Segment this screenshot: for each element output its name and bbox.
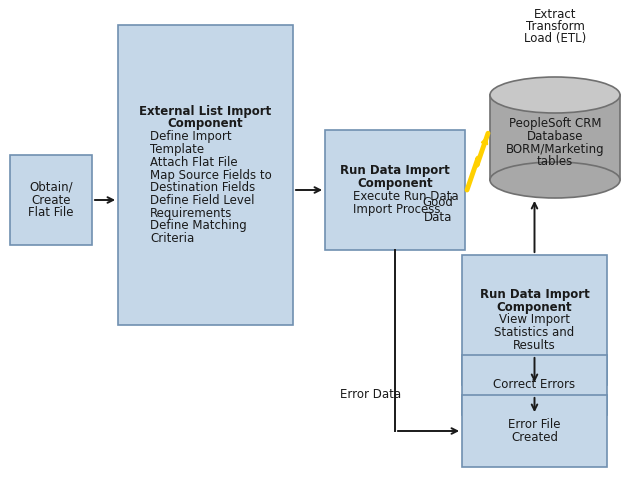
- Text: Define Field Level: Define Field Level: [150, 194, 255, 207]
- Text: Define Import: Define Import: [150, 130, 232, 143]
- Text: Map Source Fields to: Map Source Fields to: [150, 169, 272, 181]
- Text: Import Process: Import Process: [353, 203, 441, 216]
- Text: Criteria: Criteria: [150, 232, 194, 245]
- Text: Destination Fields: Destination Fields: [150, 181, 255, 194]
- Text: Load (ETL): Load (ETL): [524, 32, 586, 45]
- Text: Statistics and: Statistics and: [495, 326, 575, 339]
- Text: Attach Flat File: Attach Flat File: [150, 156, 238, 169]
- FancyBboxPatch shape: [462, 255, 607, 385]
- Text: Correct Errors: Correct Errors: [493, 378, 575, 392]
- Text: Component: Component: [496, 301, 572, 314]
- Text: Created: Created: [511, 431, 558, 444]
- Text: Template: Template: [150, 143, 204, 156]
- FancyBboxPatch shape: [462, 395, 607, 467]
- Text: Run Data Import: Run Data Import: [480, 288, 589, 301]
- Text: Good
Data: Good Data: [423, 196, 453, 224]
- Text: Error File: Error File: [508, 418, 561, 431]
- Text: Define Matching: Define Matching: [150, 220, 247, 232]
- Text: Results: Results: [513, 339, 556, 352]
- Text: Database: Database: [526, 130, 583, 143]
- FancyBboxPatch shape: [10, 155, 92, 245]
- Text: Extract: Extract: [534, 8, 577, 21]
- Text: Error Data: Error Data: [340, 389, 401, 401]
- Text: Obtain/: Obtain/: [29, 181, 73, 194]
- Text: Flat File: Flat File: [28, 206, 74, 219]
- Text: PeopleSoft CRM: PeopleSoft CRM: [509, 117, 601, 130]
- Text: Execute Run Data: Execute Run Data: [353, 190, 459, 203]
- Text: Component: Component: [357, 177, 433, 190]
- Text: Run Data Import: Run Data Import: [340, 164, 450, 177]
- Text: BORM/Marketing: BORM/Marketing: [506, 143, 604, 155]
- Text: Component: Component: [168, 118, 244, 130]
- Polygon shape: [490, 95, 620, 180]
- FancyBboxPatch shape: [118, 25, 293, 325]
- Ellipse shape: [490, 77, 620, 113]
- Text: tables: tables: [537, 155, 573, 168]
- Text: View Import: View Import: [499, 314, 570, 326]
- Text: Transform: Transform: [526, 20, 585, 33]
- Text: External List Import: External List Import: [140, 105, 272, 118]
- FancyBboxPatch shape: [462, 355, 607, 415]
- Ellipse shape: [490, 162, 620, 198]
- Text: Requirements: Requirements: [150, 207, 232, 220]
- Text: Create: Create: [31, 194, 71, 206]
- FancyBboxPatch shape: [325, 130, 465, 250]
